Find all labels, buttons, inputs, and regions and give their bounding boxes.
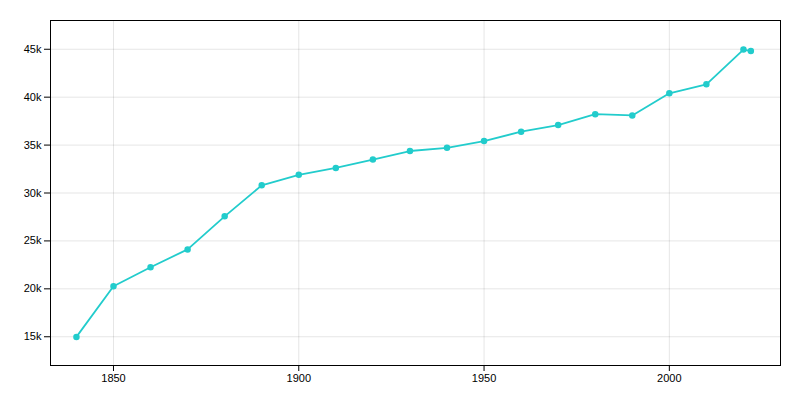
svg-text:20k: 20k — [24, 282, 42, 294]
svg-text:45k: 45k — [24, 43, 42, 55]
svg-text:25k: 25k — [24, 234, 42, 246]
svg-text:1950: 1950 — [472, 372, 496, 384]
svg-text:30k: 30k — [24, 187, 42, 199]
svg-text:1850: 1850 — [101, 372, 125, 384]
svg-text:40k: 40k — [24, 91, 42, 103]
svg-text:15k: 15k — [24, 330, 42, 342]
svg-text:35k: 35k — [24, 139, 42, 151]
svg-text:1900: 1900 — [287, 372, 311, 384]
svg-text:2000: 2000 — [657, 372, 681, 384]
